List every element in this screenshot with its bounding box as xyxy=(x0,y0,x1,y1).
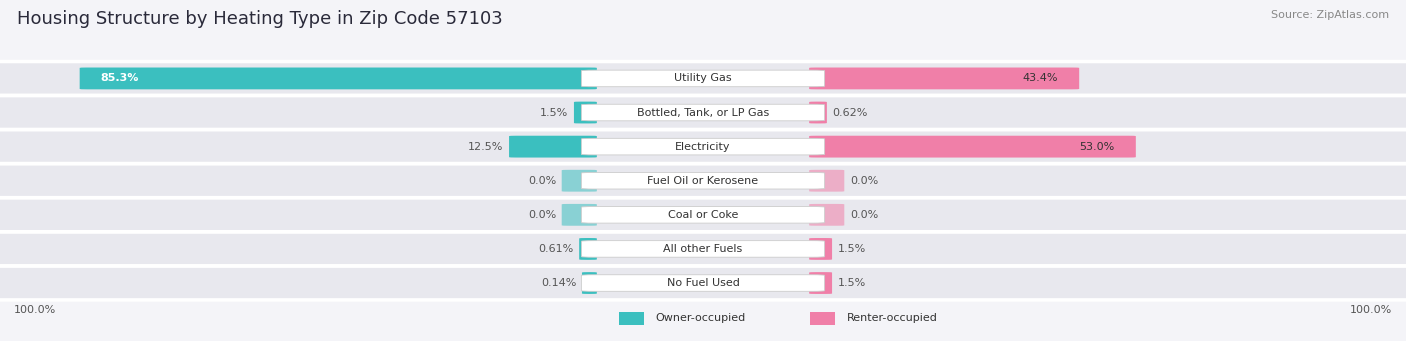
FancyBboxPatch shape xyxy=(810,68,1080,89)
FancyBboxPatch shape xyxy=(810,238,832,260)
Text: 0.0%: 0.0% xyxy=(527,210,557,220)
Text: 0.0%: 0.0% xyxy=(527,176,557,186)
Text: Coal or Coke: Coal or Coke xyxy=(668,210,738,220)
Text: 0.0%: 0.0% xyxy=(849,210,879,220)
FancyBboxPatch shape xyxy=(562,204,596,226)
Text: Utility Gas: Utility Gas xyxy=(675,73,731,84)
FancyBboxPatch shape xyxy=(810,136,1136,158)
Text: 43.4%: 43.4% xyxy=(1022,73,1059,84)
FancyBboxPatch shape xyxy=(582,138,824,155)
FancyBboxPatch shape xyxy=(582,104,824,121)
Text: 1.5%: 1.5% xyxy=(838,278,866,288)
Text: Electricity: Electricity xyxy=(675,142,731,152)
FancyBboxPatch shape xyxy=(0,62,1406,95)
Text: All other Fuels: All other Fuels xyxy=(664,244,742,254)
Text: Bottled, Tank, or LP Gas: Bottled, Tank, or LP Gas xyxy=(637,107,769,118)
Text: 53.0%: 53.0% xyxy=(1080,142,1115,152)
Text: 85.3%: 85.3% xyxy=(101,73,139,84)
Text: 100.0%: 100.0% xyxy=(1350,305,1392,315)
FancyBboxPatch shape xyxy=(509,136,596,158)
FancyBboxPatch shape xyxy=(574,102,596,123)
FancyBboxPatch shape xyxy=(0,130,1406,164)
FancyBboxPatch shape xyxy=(0,198,1406,232)
Text: Owner-occupied: Owner-occupied xyxy=(655,313,745,324)
FancyBboxPatch shape xyxy=(0,266,1406,300)
Text: 0.0%: 0.0% xyxy=(849,176,879,186)
Text: 0.61%: 0.61% xyxy=(538,244,574,254)
FancyBboxPatch shape xyxy=(582,241,824,257)
FancyBboxPatch shape xyxy=(0,164,1406,198)
Bar xyxy=(619,312,644,325)
Text: 1.5%: 1.5% xyxy=(838,244,866,254)
FancyBboxPatch shape xyxy=(582,275,824,291)
FancyBboxPatch shape xyxy=(562,170,596,192)
Text: 12.5%: 12.5% xyxy=(468,142,503,152)
FancyBboxPatch shape xyxy=(582,272,596,294)
FancyBboxPatch shape xyxy=(810,170,844,192)
Text: 0.62%: 0.62% xyxy=(832,107,868,118)
Text: Source: ZipAtlas.com: Source: ZipAtlas.com xyxy=(1271,10,1389,20)
Text: No Fuel Used: No Fuel Used xyxy=(666,278,740,288)
FancyBboxPatch shape xyxy=(582,207,824,223)
FancyBboxPatch shape xyxy=(810,204,844,226)
Bar xyxy=(810,312,835,325)
Text: 1.5%: 1.5% xyxy=(540,107,568,118)
FancyBboxPatch shape xyxy=(810,272,832,294)
FancyBboxPatch shape xyxy=(80,68,596,89)
FancyBboxPatch shape xyxy=(0,96,1406,130)
FancyBboxPatch shape xyxy=(582,70,824,87)
Text: 100.0%: 100.0% xyxy=(14,305,56,315)
Text: Fuel Oil or Kerosene: Fuel Oil or Kerosene xyxy=(647,176,759,186)
FancyBboxPatch shape xyxy=(582,173,824,189)
Text: 0.14%: 0.14% xyxy=(541,278,576,288)
FancyBboxPatch shape xyxy=(0,232,1406,266)
FancyBboxPatch shape xyxy=(579,238,596,260)
FancyBboxPatch shape xyxy=(810,102,827,123)
Text: Renter-occupied: Renter-occupied xyxy=(846,313,938,324)
Text: Housing Structure by Heating Type in Zip Code 57103: Housing Structure by Heating Type in Zip… xyxy=(17,10,502,28)
